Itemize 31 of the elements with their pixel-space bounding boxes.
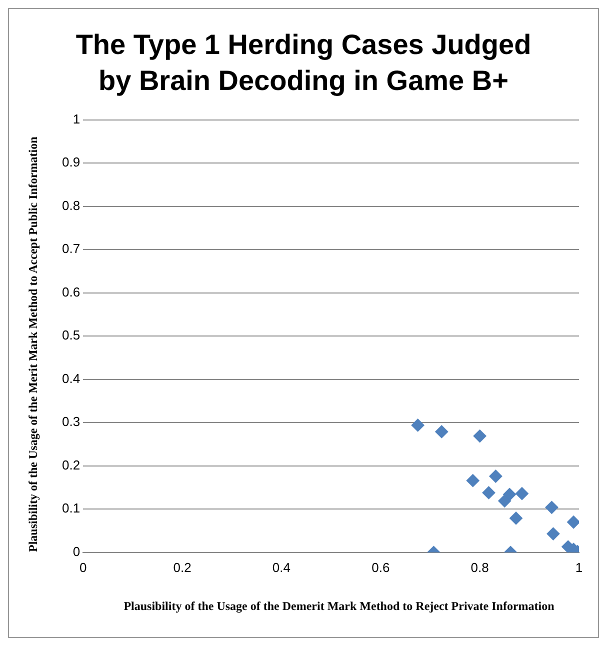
x-tick-label: 0.2 bbox=[173, 560, 192, 575]
point bbox=[473, 430, 486, 443]
y-tick-label: 0.7 bbox=[62, 241, 80, 256]
y-tick-label: 0 bbox=[72, 544, 80, 559]
point bbox=[466, 474, 480, 488]
y-tick-label: 0.5 bbox=[62, 328, 80, 343]
point bbox=[435, 425, 448, 438]
x-tick-label: 0.8 bbox=[470, 560, 489, 575]
point bbox=[546, 527, 560, 540]
y-tick-label: 0.1 bbox=[62, 500, 80, 516]
x-axis-title: Plausibility of the Usage of the Demerit Mark Method to Reject Private Information bbox=[122, 599, 556, 614]
point bbox=[482, 486, 496, 500]
x-tick-label: 1 bbox=[575, 560, 583, 575]
point bbox=[515, 487, 528, 500]
point bbox=[510, 512, 523, 525]
y-tick-label: 0.9 bbox=[62, 154, 80, 170]
point bbox=[567, 516, 579, 529]
chart-title: The Type 1 Herding Cases Judged by Brain Decoding in Game B+ bbox=[74, 28, 532, 98]
y-tick-label: 0.4 bbox=[62, 370, 80, 386]
y-axis-title: Plausibility of the Usage of the Merit Mark Method to Accept Public Information bbox=[26, 135, 40, 554]
y-tick-label: 0.6 bbox=[62, 284, 80, 300]
x-tick-label: 0.6 bbox=[372, 560, 390, 575]
y-tick-label: 1 bbox=[72, 111, 80, 126]
point bbox=[498, 494, 512, 508]
point bbox=[489, 470, 502, 483]
point bbox=[545, 500, 558, 514]
x-tick-label: 0.4 bbox=[272, 560, 290, 575]
point bbox=[411, 418, 424, 432]
y-tick-label: 0.2 bbox=[62, 457, 80, 472]
y-tick-label: 0.3 bbox=[62, 414, 80, 430]
y-tick-label: 0.8 bbox=[62, 198, 80, 213]
